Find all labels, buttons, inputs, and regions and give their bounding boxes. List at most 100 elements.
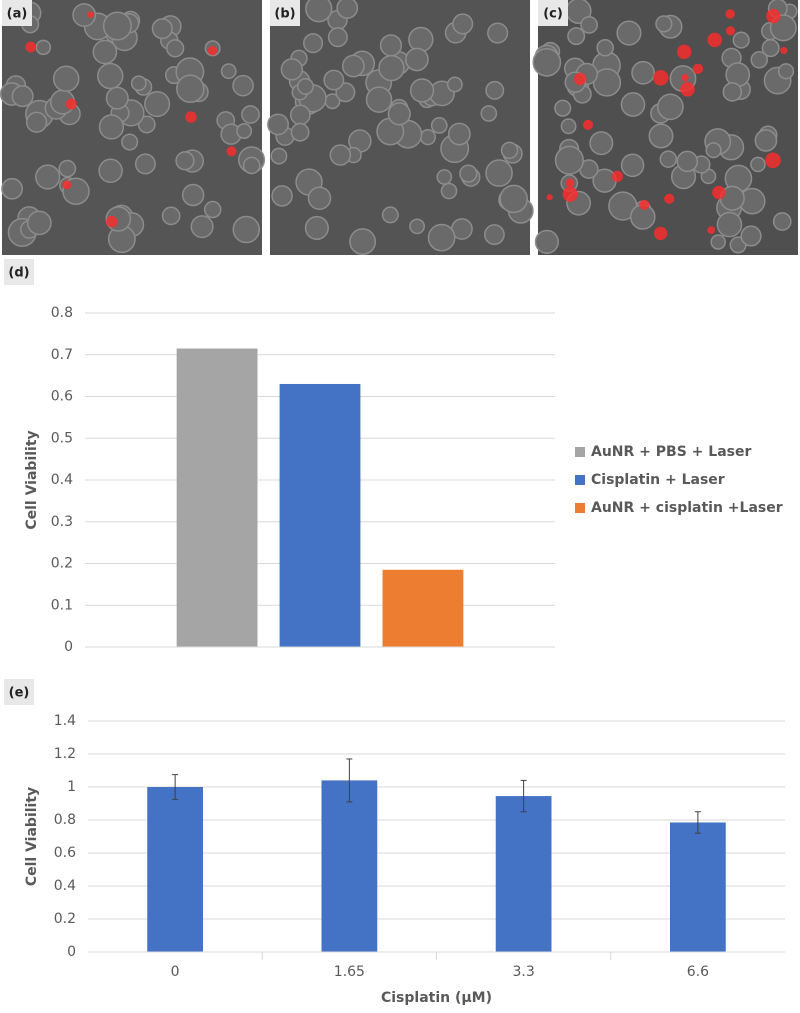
bar bbox=[495, 796, 552, 952]
cell bbox=[754, 129, 778, 152]
error-bar bbox=[172, 774, 179, 800]
fluorescence bbox=[207, 45, 218, 56]
fluorescence bbox=[653, 226, 668, 241]
cell bbox=[676, 150, 699, 173]
cell bbox=[290, 122, 310, 142]
x-tick-label: 3.3 bbox=[512, 964, 534, 980]
fluorescence bbox=[780, 46, 788, 55]
cell bbox=[203, 200, 222, 219]
cell bbox=[236, 122, 253, 139]
cell bbox=[777, 63, 795, 80]
cell bbox=[750, 156, 766, 173]
cell bbox=[327, 27, 348, 48]
error-bar bbox=[346, 758, 353, 803]
fluorescence bbox=[692, 63, 704, 75]
fluorescence bbox=[725, 26, 736, 36]
panel-label: (c) bbox=[543, 7, 563, 22]
cell bbox=[134, 153, 156, 175]
cell bbox=[323, 69, 345, 91]
cell bbox=[297, 77, 314, 95]
cell bbox=[121, 133, 139, 151]
legend-swatch bbox=[575, 475, 585, 485]
cell bbox=[97, 62, 124, 90]
cell bbox=[232, 215, 261, 244]
cell bbox=[175, 151, 195, 171]
x-tick-label: 1.65 bbox=[334, 964, 365, 980]
fluorescence bbox=[562, 186, 578, 202]
y-tick-label: 0.3 bbox=[51, 514, 73, 530]
error-bar bbox=[694, 811, 701, 834]
cell bbox=[151, 18, 173, 40]
fluorescence bbox=[725, 9, 735, 19]
cell bbox=[58, 159, 77, 178]
fluorescence bbox=[546, 194, 553, 201]
cell bbox=[620, 153, 645, 178]
cell bbox=[181, 183, 205, 207]
cell bbox=[554, 145, 584, 175]
cell bbox=[485, 80, 505, 100]
panel-label-box bbox=[4, 259, 34, 285]
cell bbox=[166, 39, 185, 58]
cell bbox=[35, 39, 52, 56]
fluorescence bbox=[707, 226, 716, 235]
cell bbox=[648, 123, 674, 149]
cell bbox=[554, 99, 572, 117]
y-axis-label: Cell Viability bbox=[24, 787, 40, 886]
cell bbox=[267, 113, 289, 136]
cell bbox=[732, 31, 750, 49]
cell bbox=[659, 150, 678, 168]
bar bbox=[321, 780, 378, 952]
cell bbox=[365, 86, 393, 113]
cell bbox=[270, 147, 288, 165]
y-tick-label: 0.5 bbox=[51, 430, 73, 446]
cell bbox=[289, 104, 311, 126]
cell bbox=[349, 228, 377, 256]
cell bbox=[446, 76, 463, 93]
cell bbox=[303, 33, 324, 54]
cell bbox=[105, 86, 129, 110]
cell bbox=[1, 177, 23, 200]
fluorescence bbox=[680, 81, 695, 97]
cell bbox=[532, 47, 562, 77]
cell bbox=[452, 13, 474, 35]
x-tick-label: 6.6 bbox=[687, 964, 709, 980]
cell bbox=[271, 185, 293, 207]
panel-label: (d) bbox=[8, 266, 29, 281]
y-tick-label: 0.8 bbox=[54, 812, 76, 828]
fluorescence bbox=[664, 193, 675, 204]
cell bbox=[419, 129, 437, 146]
cell bbox=[710, 234, 726, 250]
cell bbox=[161, 206, 181, 226]
y-tick-label: 0.2 bbox=[54, 911, 76, 927]
cell bbox=[25, 111, 48, 133]
cell bbox=[620, 92, 646, 117]
cell bbox=[336, 0, 359, 19]
fluorescence bbox=[582, 119, 594, 130]
y-axis-label: Cell Viability bbox=[24, 430, 40, 529]
cell bbox=[560, 118, 577, 135]
cell bbox=[485, 159, 513, 187]
cell bbox=[387, 102, 411, 126]
y-tick-label: 0.7 bbox=[51, 347, 73, 363]
cell bbox=[220, 63, 237, 80]
fluorescence bbox=[565, 178, 575, 188]
cell bbox=[750, 51, 769, 69]
micrographs bbox=[0, 0, 798, 256]
y-tick-label: 0 bbox=[64, 639, 73, 655]
cell bbox=[242, 156, 261, 175]
cell bbox=[280, 58, 304, 81]
panel-label-box bbox=[270, 0, 300, 26]
cell bbox=[72, 3, 97, 28]
cell bbox=[11, 85, 34, 108]
fluorescence bbox=[25, 41, 37, 53]
cell bbox=[130, 75, 147, 92]
cell bbox=[241, 105, 260, 124]
cell bbox=[190, 215, 214, 239]
cell bbox=[761, 39, 780, 58]
cell bbox=[567, 27, 586, 46]
cell bbox=[176, 74, 205, 103]
x-tick-label: 0 bbox=[171, 964, 180, 980]
cell bbox=[705, 142, 722, 159]
cell bbox=[722, 82, 743, 102]
panel-label: (b) bbox=[274, 7, 295, 22]
